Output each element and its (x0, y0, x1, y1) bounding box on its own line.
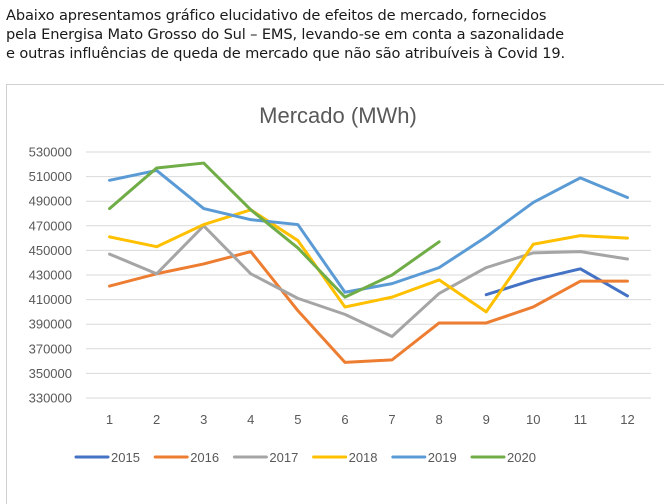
y-tick-label: 490000 (29, 194, 72, 209)
y-tick-label: 350000 (29, 366, 72, 381)
y-tick-label: 470000 (29, 218, 72, 233)
legend-item-2020: 2020 (472, 450, 536, 465)
series-lines (110, 163, 628, 362)
y-tick-label: 430000 (29, 268, 72, 283)
x-tick-label: 9 (483, 412, 490, 427)
legend-label: 2019 (428, 450, 457, 465)
legend: 2015 2016 2017 2018 2019 2020 (76, 450, 536, 465)
series-line-2016 (110, 252, 628, 363)
x-tick-label: 2 (153, 412, 160, 427)
x-tick-label: 5 (294, 412, 301, 427)
chart-title: Mercado (MWh) (259, 103, 417, 128)
legend-label: 2016 (190, 450, 219, 465)
x-tick-label: 4 (247, 412, 254, 427)
legend-label: 2017 (269, 450, 298, 465)
legend-item-2015: 2015 (76, 450, 140, 465)
y-tick-label: 370000 (29, 341, 72, 356)
x-tick-label: 1 (106, 412, 113, 427)
x-tick-label: 7 (388, 412, 395, 427)
x-tick-label: 11 (574, 412, 588, 427)
y-tick-label: 530000 (29, 145, 72, 160)
y-tick-label: 450000 (29, 243, 72, 258)
y-tick-label: 390000 (29, 317, 72, 332)
legend-item-2016: 2016 (155, 450, 219, 465)
legend-label: 2020 (507, 450, 536, 465)
x-tick-label: 12 (620, 412, 634, 427)
y-axis-ticks: 530000 510000 490000 470000 450000 430000 4100… (29, 145, 72, 406)
legend-item-2017: 2017 (234, 450, 298, 465)
x-tick-label: 6 (341, 412, 348, 427)
series-line-2020 (110, 163, 440, 297)
legend-label: 2015 (111, 450, 140, 465)
y-tick-label: 510000 (29, 169, 72, 184)
legend-item-2019: 2019 (393, 450, 457, 465)
y-tick-label: 410000 (29, 292, 72, 307)
market-line-chart: Mercado (MWh) 53000051000049000047000045… (0, 0, 664, 478)
legend-item-2018: 2018 (314, 450, 378, 465)
y-tick-label: 330000 (29, 391, 72, 406)
legend-label: 2018 (349, 450, 378, 465)
x-tick-label: 10 (526, 412, 540, 427)
x-tick-label: 8 (436, 412, 443, 427)
x-tick-label: 3 (200, 412, 207, 427)
